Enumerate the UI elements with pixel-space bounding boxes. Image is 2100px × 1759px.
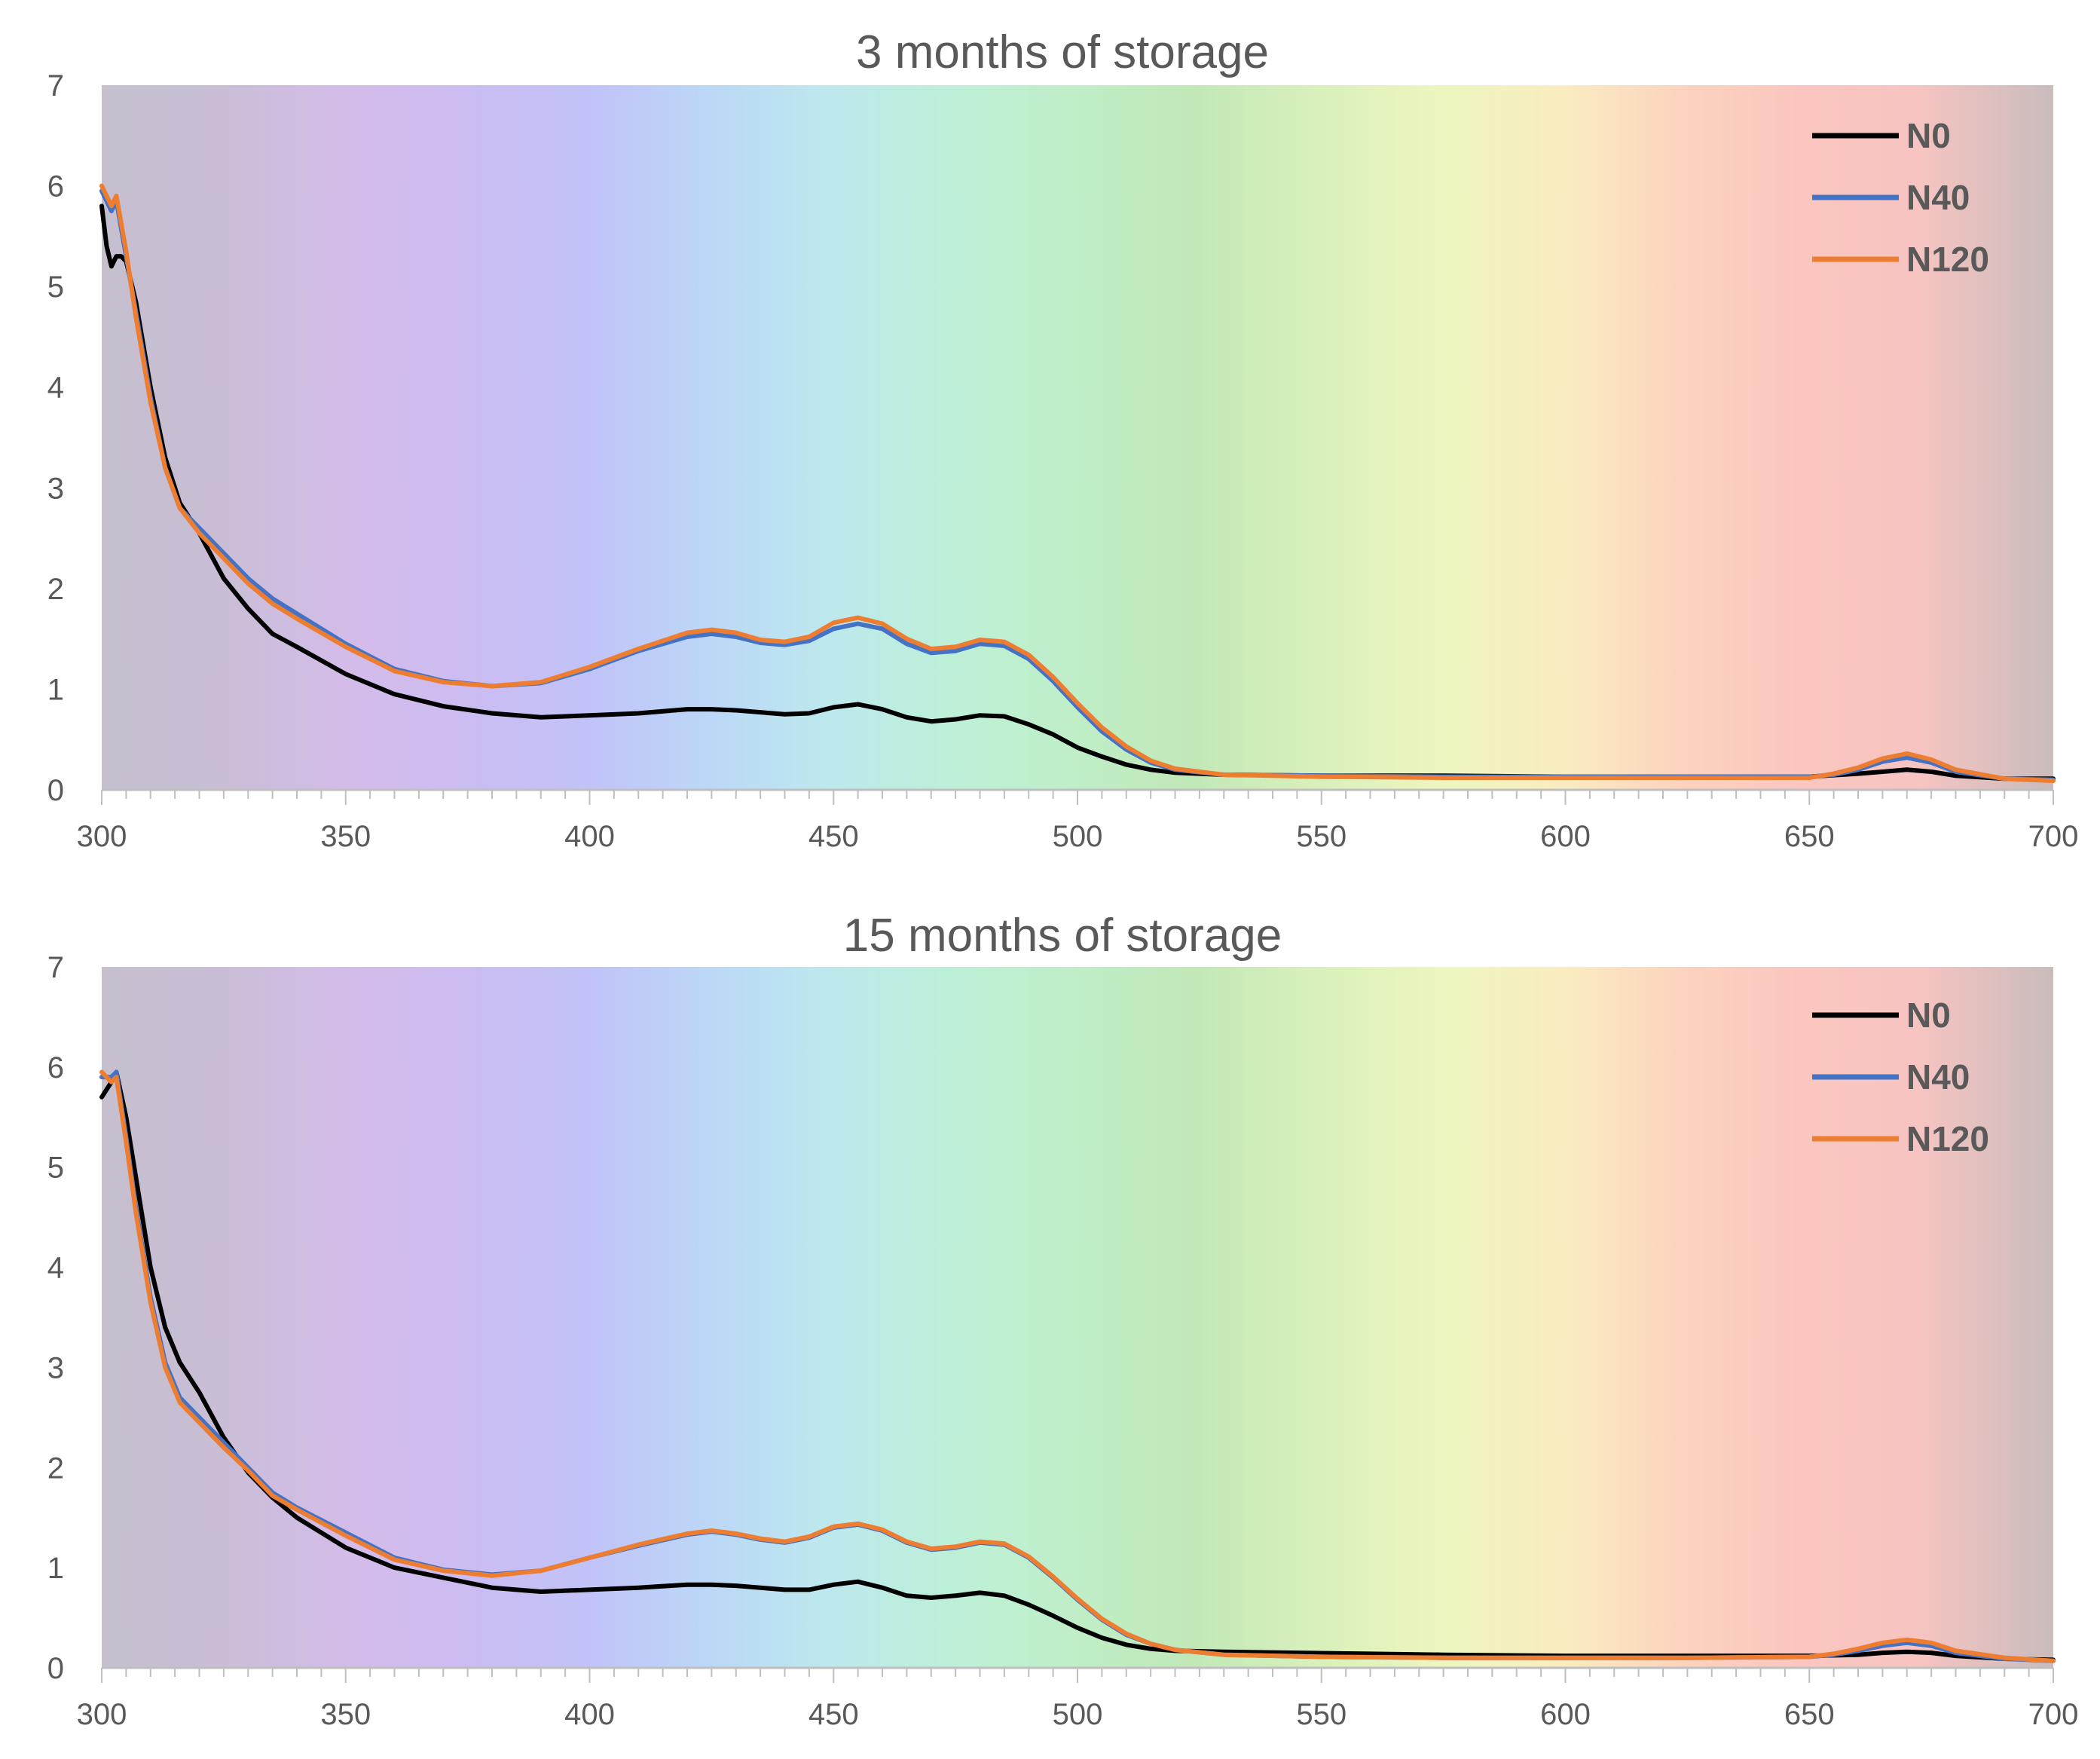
legend: N0 N40 N120	[1812, 996, 1989, 1158]
y-tick-label: 3	[47, 472, 64, 505]
x-tick-label: 700	[2028, 1698, 2079, 1731]
x-tick-label: 550	[1296, 1698, 1347, 1731]
series-lines	[99, 183, 2056, 783]
plot-area	[102, 85, 2053, 790]
x-tick-label: 300	[77, 1698, 127, 1731]
x-tick-label: 600	[1540, 820, 1591, 853]
y-tick-label: 5	[47, 271, 64, 304]
y-tick-label: 1	[47, 1552, 64, 1585]
legend: N0 N40 N120	[1812, 116, 1989, 279]
y-tick-label: 4	[47, 372, 64, 405]
series-lines	[99, 1069, 2056, 1663]
y-tick-label: 3	[47, 1351, 64, 1384]
x-tick-label: 650	[1784, 1698, 1835, 1731]
y-tick-label: 2	[47, 1452, 64, 1485]
axes: 300 350 400 450 500 550 600 650 700 0 1 2 3 4 5 6 7	[47, 951, 2079, 1731]
y-tick-label: 2	[47, 573, 64, 606]
y-tick-label: 5	[47, 1152, 64, 1185]
x-tick-label: 400	[564, 820, 615, 853]
axes: 300 350 400 450 500 550 600 650 700 0 1 2 3 4 5 6 7	[47, 69, 2079, 853]
legend-label-n120: N120	[1906, 240, 1989, 279]
x-tick-label: 350	[320, 820, 371, 853]
x-tick-label: 500	[1053, 1698, 1103, 1731]
chart-title: 15 months of storage	[843, 910, 1282, 962]
y-tick-label: 4	[47, 1252, 64, 1285]
x-tick-label: 550	[1296, 820, 1347, 853]
series-line-n120	[99, 1069, 2056, 1663]
plot-area	[102, 967, 2053, 1668]
x-tick-label: 650	[1784, 820, 1835, 853]
x-tick-label: 450	[809, 1698, 859, 1731]
y-tick-label: 7	[47, 951, 64, 984]
y-tick-label: 6	[47, 1051, 64, 1084]
y-tick-label: 7	[47, 69, 64, 102]
legend-label-n0: N0	[1906, 116, 1951, 155]
legend-label-n0: N0	[1906, 996, 1951, 1035]
x-tick-label: 400	[564, 1698, 615, 1731]
y-tick-label: 0	[47, 1652, 64, 1685]
x-tick-label: 300	[77, 820, 127, 853]
x-tick-label: 600	[1540, 1698, 1591, 1731]
legend-label-n40: N40	[1906, 1057, 1970, 1097]
legend-label-n40: N40	[1906, 178, 1970, 217]
chart-title: 3 months of storage	[856, 26, 1269, 78]
y-tick-label: 1	[47, 673, 64, 706]
y-tick-label: 0	[47, 774, 64, 807]
x-tick-label: 700	[2028, 820, 2079, 853]
x-tick-label: 350	[320, 1698, 371, 1731]
chart-3-months: 3 months of storage 300 350 400 450 500 550 60…	[47, 26, 2079, 853]
series-line-n120	[99, 183, 2056, 783]
y-tick-label: 6	[47, 170, 64, 203]
x-tick-label: 450	[809, 820, 859, 853]
x-tick-label: 500	[1053, 820, 1103, 853]
legend-label-n120: N120	[1906, 1119, 1989, 1158]
chart-15-months: 15 months of storage 300 350 400 450 500 550 6…	[47, 910, 2079, 1731]
